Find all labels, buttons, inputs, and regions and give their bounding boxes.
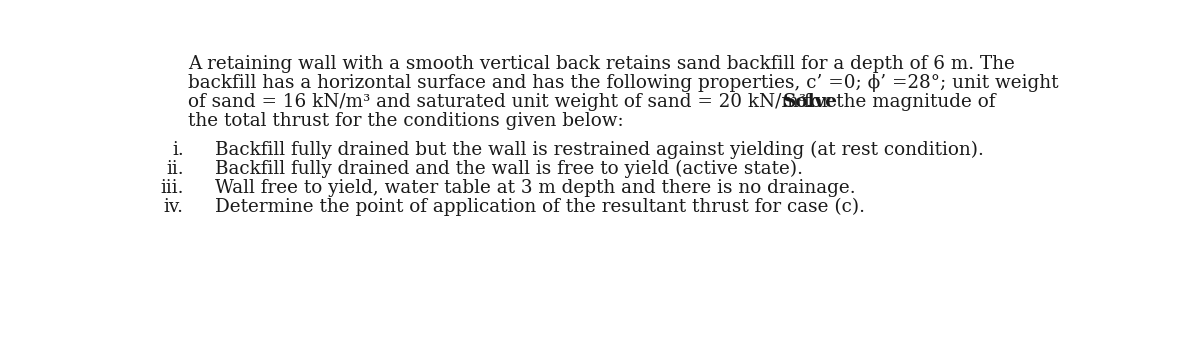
Text: Backfill fully drained and the wall is free to yield (active state).: Backfill fully drained and the wall is f… <box>215 160 803 178</box>
Text: backfill has a horizontal surface and has the following properties, c’ =0; ϕ’ =2: backfill has a horizontal surface and ha… <box>188 74 1058 92</box>
Text: Backfill fully drained but the wall is restrained against yielding (at rest cond: Backfill fully drained but the wall is r… <box>215 141 983 159</box>
Text: Determine the point of application of the resultant thrust for case (c).: Determine the point of application of th… <box>215 198 865 216</box>
Text: iv.: iv. <box>163 198 184 216</box>
Text: i.: i. <box>172 141 184 159</box>
Text: of sand = 16 kN/m³ and saturated unit weight of sand = 20 kN/m³.: of sand = 16 kN/m³ and saturated unit we… <box>188 93 818 111</box>
Text: for the magnitude of: for the magnitude of <box>799 93 995 111</box>
Text: Wall free to yield, water table at 3 m depth and there is no drainage.: Wall free to yield, water table at 3 m d… <box>215 179 856 197</box>
Text: the total thrust for the conditions given below:: the total thrust for the conditions give… <box>188 112 623 130</box>
Text: A retaining wall with a smooth vertical back retains sand backfill for a depth o: A retaining wall with a smooth vertical … <box>188 55 1014 73</box>
Text: ii.: ii. <box>166 160 184 178</box>
Text: Solve: Solve <box>783 93 838 111</box>
Text: iii.: iii. <box>161 179 184 197</box>
